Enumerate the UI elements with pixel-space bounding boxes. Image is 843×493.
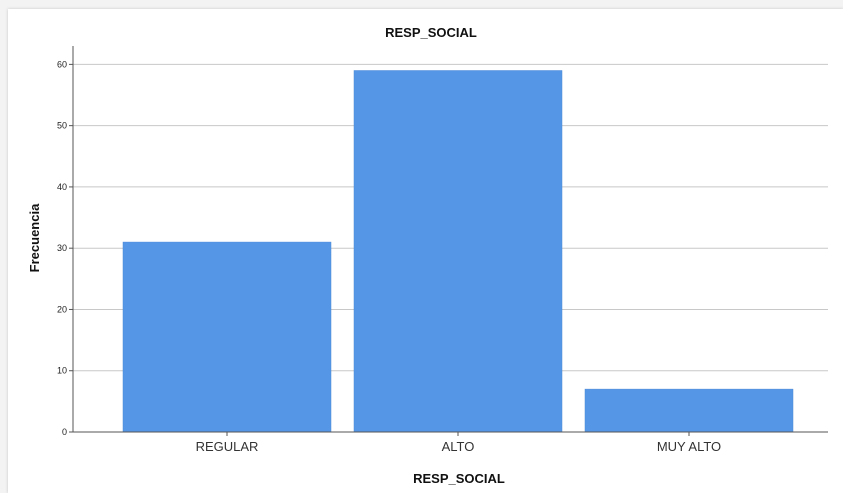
bar-regular — [122, 241, 332, 433]
x-tick-label: ALTO — [442, 439, 475, 454]
bars — [122, 70, 794, 433]
y-tick-label: 20 — [57, 304, 67, 314]
y-tick-label: 30 — [57, 243, 67, 253]
x-tick-label: MUY ALTO — [657, 439, 721, 454]
y-tick-labels: 0 10 20 30 40 50 60 — [57, 59, 73, 437]
x-tick-labels: REGULAR ALTO MUY ALTO — [196, 432, 721, 454]
x-axis-title: RESP_SOCIAL — [413, 471, 505, 486]
y-tick-label: 60 — [57, 59, 67, 69]
x-tick-label: REGULAR — [196, 439, 259, 454]
y-tick-label: 10 — [57, 366, 67, 376]
chart-title: RESP_SOCIAL — [385, 25, 477, 40]
axes — [72, 46, 828, 433]
bar-muy-alto — [584, 388, 794, 433]
y-axis-title: Frecuencia — [27, 203, 42, 272]
y-tick-label: 50 — [57, 121, 67, 131]
y-tick-label: 0 — [62, 427, 67, 437]
y-tick-label: 40 — [57, 182, 67, 192]
bar-alto — [353, 70, 563, 433]
